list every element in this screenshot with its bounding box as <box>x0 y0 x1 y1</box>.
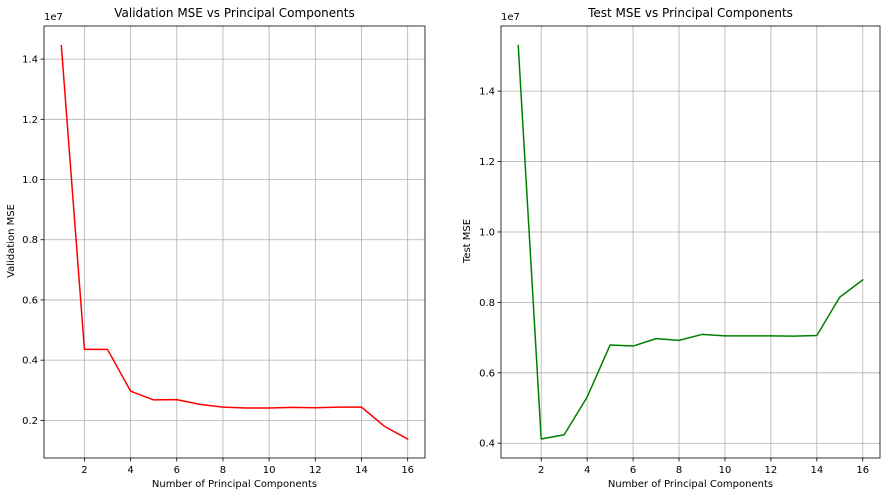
test-axes: 2 4 6 8 10 12 14 16 0.4 0.6 0.8 1.0 1.2 1.4 <box>479 25 881 476</box>
test-offset-label: 1e7 <box>501 12 520 23</box>
validation-axes: 2 4 6 8 10 12 14 16 0.2 0.4 0.6 0.8 1.0 1.2 1.4 <box>22 25 426 476</box>
test-x-axis-label: Number of Principal Components <box>608 479 773 490</box>
test-x-tick-label: 2 <box>538 465 544 476</box>
validation-series-line <box>60 44 409 440</box>
validation-mse-plot: Validation MSE vs Principal Components 1… <box>6 6 426 490</box>
validation-y-tick-label: 1.0 <box>22 175 38 186</box>
test-plot-frame <box>500 25 881 459</box>
validation-offset-label: 1e7 <box>44 12 63 23</box>
validation-y-tick-label: 1.2 <box>22 115 38 126</box>
validation-x-tick-label: 10 <box>263 465 276 476</box>
validation-y-tick-label: 0.4 <box>22 356 38 367</box>
validation-chart-title: Validation MSE vs Principal Components <box>114 6 354 20</box>
test-mse-plot: Test MSE vs Principal Components 1e7 Num… <box>462 6 881 490</box>
validation-x-tick-label: 14 <box>355 465 368 476</box>
test-x-tick-label: 14 <box>810 465 823 476</box>
test-x-tick-label: 16 <box>856 465 869 476</box>
test-x-tick-label: 8 <box>676 465 682 476</box>
test-y-tick-label: 1.2 <box>479 157 495 168</box>
validation-x-tick-label: 16 <box>401 465 414 476</box>
test-chart-title: Test MSE vs Principal Components <box>587 6 793 20</box>
validation-y-tick-label: 1.4 <box>22 55 38 66</box>
test-y-tick-label: 1.0 <box>479 227 495 238</box>
validation-x-tick-label: 6 <box>174 465 180 476</box>
test-y-tick-label: 0.4 <box>479 439 495 450</box>
test-y-tick-label: 0.6 <box>479 368 495 379</box>
validation-x-tick-label: 4 <box>127 465 133 476</box>
test-y-tick-label: 0.8 <box>479 298 495 309</box>
validation-plot-frame <box>43 25 426 459</box>
validation-y-tick-label: 0.6 <box>22 295 38 306</box>
validation-y-tick-label: 0.8 <box>22 235 38 246</box>
test-x-tick-label: 6 <box>630 465 636 476</box>
validation-x-axis-label: Number of Principal Components <box>152 479 317 490</box>
test-x-tick-label: 12 <box>765 465 778 476</box>
validation-x-tick-label: 2 <box>81 465 87 476</box>
validation-x-tick-label: 12 <box>309 465 322 476</box>
test-series-line <box>517 44 864 440</box>
test-x-tick-label: 10 <box>719 465 732 476</box>
test-y-tick-label: 1.4 <box>479 87 495 98</box>
validation-y-axis-label: Validation MSE <box>6 204 17 278</box>
test-x-tick-label: 4 <box>584 465 590 476</box>
validation-y-tick-label: 0.2 <box>22 416 38 427</box>
test-y-axis-label: Test MSE <box>462 219 473 264</box>
validation-x-tick-label: 8 <box>220 465 226 476</box>
